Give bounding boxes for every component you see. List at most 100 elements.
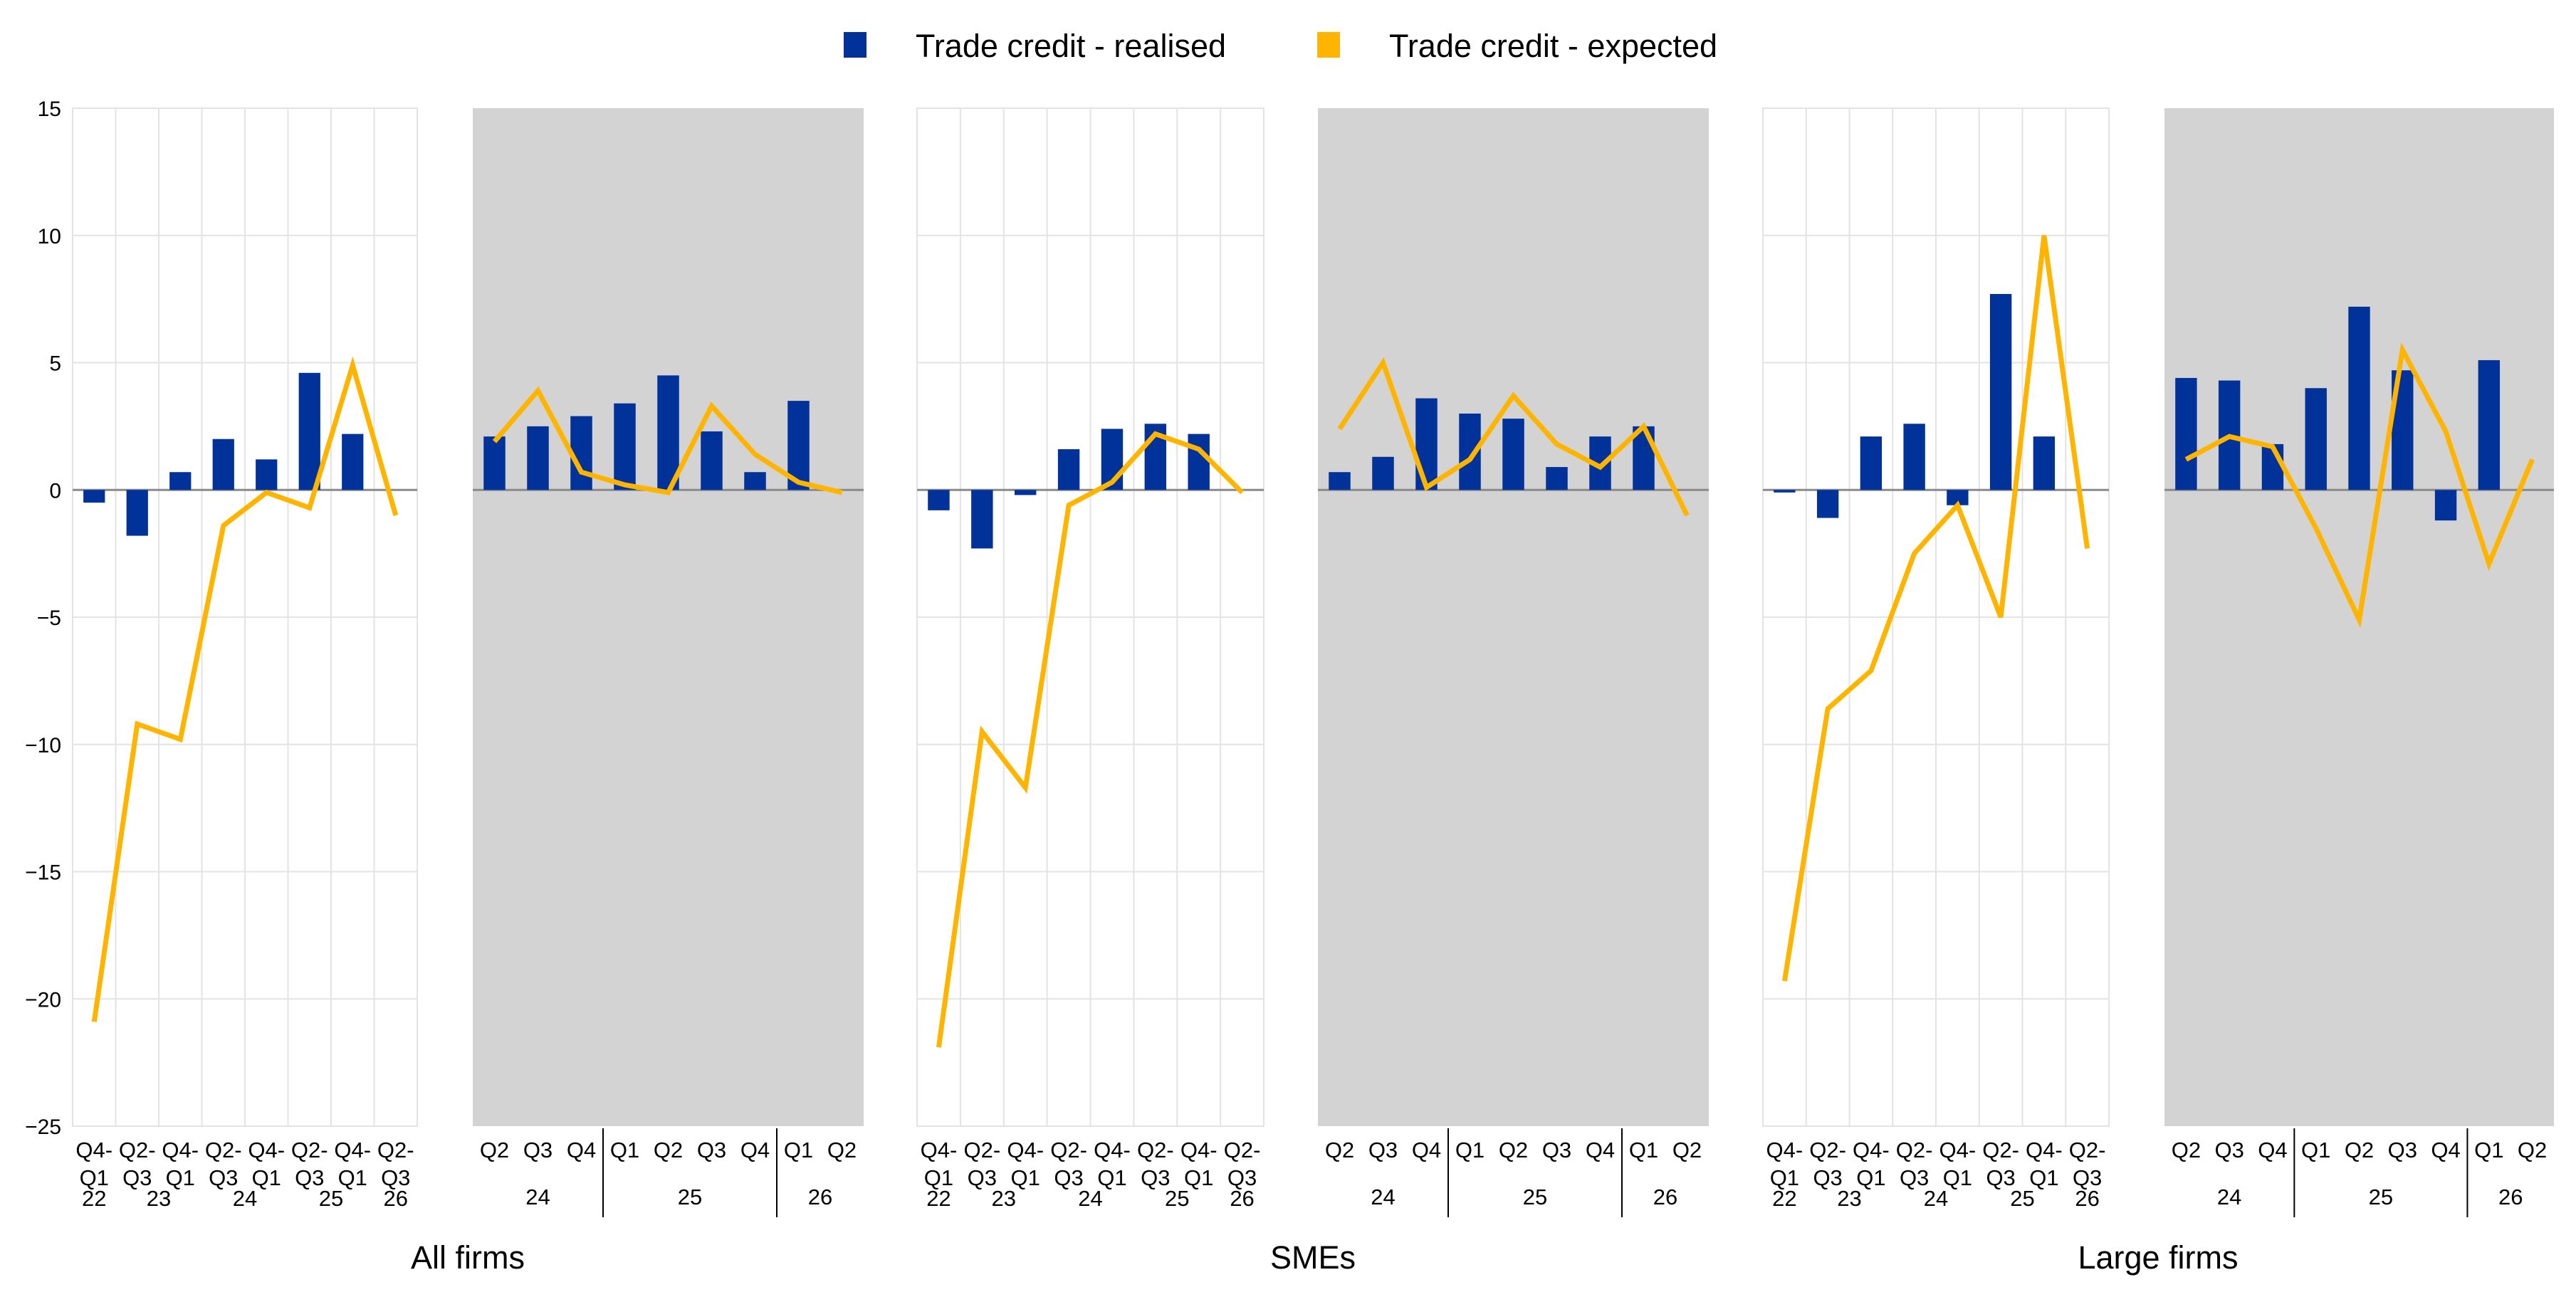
line-expected xyxy=(1337,357,1690,517)
bar-realised xyxy=(1329,472,1351,490)
bar-realised xyxy=(1774,490,1796,493)
x-tick-label: Q3 xyxy=(1368,1138,1398,1162)
bar-realised xyxy=(971,490,993,549)
bar-realised xyxy=(298,372,320,490)
x-tick-label: Q1 xyxy=(1184,1165,1213,1190)
x-tick-label: Q3 xyxy=(2073,1165,2102,1190)
y-tick-label: 10 xyxy=(38,225,61,248)
x-tick-label: Q4- xyxy=(162,1138,199,1162)
panel-smes-recent-background xyxy=(1318,108,1709,1126)
x-tick-label: Q4 xyxy=(1412,1138,1441,1162)
x-year-label: 22 xyxy=(1772,1186,1796,1211)
x-tick-label: Q2 xyxy=(654,1138,683,1162)
x-tick-label: Q4 xyxy=(2431,1138,2460,1162)
plot-area: 15 10 5 0 −5 −10 −15 −20 −25 Q4- Q1 Q2- Q3 Q4- Q1 Q2- Q3… xyxy=(25,98,2554,1217)
line-expected xyxy=(936,431,1245,1048)
x-tick-label: Q3 xyxy=(1900,1165,1929,1190)
x-year-label: 25 xyxy=(1523,1185,1547,1209)
x-tick-label: Q3 xyxy=(122,1165,152,1190)
bar-realised xyxy=(212,439,234,490)
x-tick-label: Q4- xyxy=(2026,1138,2063,1162)
x-tick-label: Q2 xyxy=(827,1138,857,1162)
x-year-label: 23 xyxy=(147,1186,171,1211)
legend-swatch-realised xyxy=(844,32,866,58)
x-year-label: 24 xyxy=(1371,1185,1395,1209)
bar-realised xyxy=(1014,490,1037,495)
x-tick-label: Q1 xyxy=(610,1138,639,1162)
bar-realised xyxy=(1057,449,1080,490)
x-tick-label: Q2- xyxy=(1050,1138,1087,1162)
x-tick-label: Q4- xyxy=(334,1138,371,1162)
x-year-label: 24 xyxy=(2217,1185,2241,1209)
x-tick-label: Q3 xyxy=(2214,1138,2243,1162)
group-title-large-firms: Large firms xyxy=(2078,1239,2238,1276)
y-tick-label: 15 xyxy=(38,98,61,121)
x-tick-label: Q3 xyxy=(697,1138,726,1162)
x-year-label: 22 xyxy=(82,1186,106,1211)
bar-realised xyxy=(1903,424,1925,490)
x-tick-label: Q1 xyxy=(1770,1165,1799,1190)
x-tick-label: Q2 xyxy=(2345,1138,2374,1162)
x-tick-label: Q1 xyxy=(2474,1138,2503,1162)
x-year-label: 26 xyxy=(2075,1186,2099,1211)
x-tick-label: Q3 xyxy=(2388,1138,2417,1162)
bar-realised xyxy=(2033,436,2056,490)
x-year-label: 24 xyxy=(1924,1186,1948,1211)
x-year-label: 25 xyxy=(319,1186,343,1211)
bar-realised xyxy=(83,490,105,503)
x-year-label: 25 xyxy=(678,1185,702,1209)
x-tick-label: Q2 xyxy=(1672,1138,1702,1162)
x-tick-label: Q3 xyxy=(1054,1165,1083,1190)
x-tick-label: Q2- xyxy=(1982,1138,2019,1162)
bar-realised xyxy=(2305,388,2327,490)
bar-realised xyxy=(657,375,679,490)
legend-label-realised: Trade credit - realised xyxy=(916,28,1226,64)
x-tick-label: Q2- xyxy=(205,1138,242,1162)
x-year-label: 23 xyxy=(1837,1186,1861,1211)
bar-realised xyxy=(928,490,950,510)
x-year-label: 23 xyxy=(992,1186,1016,1211)
x-year-label: 26 xyxy=(1230,1186,1254,1211)
bar-realised xyxy=(169,472,192,490)
x-tick-label: Q4- xyxy=(1180,1138,1218,1162)
x-tick-label: Q4- xyxy=(1939,1138,1976,1162)
bar-realised xyxy=(2175,377,2197,490)
x-tick-label: Q2- xyxy=(291,1138,328,1162)
x-tick-label: Q3 xyxy=(1227,1165,1257,1190)
x-tick-label: Q3 xyxy=(381,1165,410,1190)
bar-realised xyxy=(1546,467,1568,490)
legend-label-expected: Trade credit - expected xyxy=(1389,28,1717,64)
bar-realised xyxy=(570,416,592,490)
x-year-label: 25 xyxy=(1165,1186,1189,1211)
x-tick-label: Q3 xyxy=(1542,1138,1571,1162)
x-tick-label: Q4- xyxy=(1853,1138,1890,1162)
x-tick-label: Q1 xyxy=(1011,1165,1040,1190)
x-tick-label: Q1 xyxy=(784,1138,813,1162)
x-year-label: 26 xyxy=(1653,1185,1677,1209)
bar-realised xyxy=(126,490,148,536)
bar-realised xyxy=(2434,490,2457,521)
x-tick-label: Q2- xyxy=(1137,1138,1174,1162)
x-tick-label: Q4 xyxy=(567,1138,596,1162)
x-tick-label: Q1 xyxy=(1097,1165,1126,1190)
x-year-label: 22 xyxy=(926,1186,951,1211)
bar-realised xyxy=(483,436,506,490)
x-tick-label: Q2- xyxy=(1896,1138,1933,1162)
x-year-label: 24 xyxy=(233,1186,257,1211)
x-tick-label: Q2 xyxy=(2172,1138,2201,1162)
x-year-label: 26 xyxy=(2498,1185,2523,1209)
x-tick-label: Q1 xyxy=(166,1165,195,1190)
x-tick-label: Q1 xyxy=(1455,1138,1485,1162)
legend-swatch-expected xyxy=(1317,32,1340,58)
bar-realised xyxy=(1947,490,1969,505)
x-tick-label: Q3 xyxy=(209,1165,238,1190)
x-tick-label: Q2- xyxy=(963,1138,1000,1162)
bar-realised xyxy=(701,431,723,490)
x-tick-label: Q4- xyxy=(1007,1138,1044,1162)
x-tick-label: Q1 xyxy=(80,1165,109,1190)
x-tick-label: Q4 xyxy=(2258,1138,2287,1162)
x-tick-label: Q4- xyxy=(1766,1138,1803,1162)
x-tick-label: Q3 xyxy=(523,1138,553,1162)
bar-realised xyxy=(1502,419,1524,490)
x-tick-label: Q4 xyxy=(740,1138,770,1162)
